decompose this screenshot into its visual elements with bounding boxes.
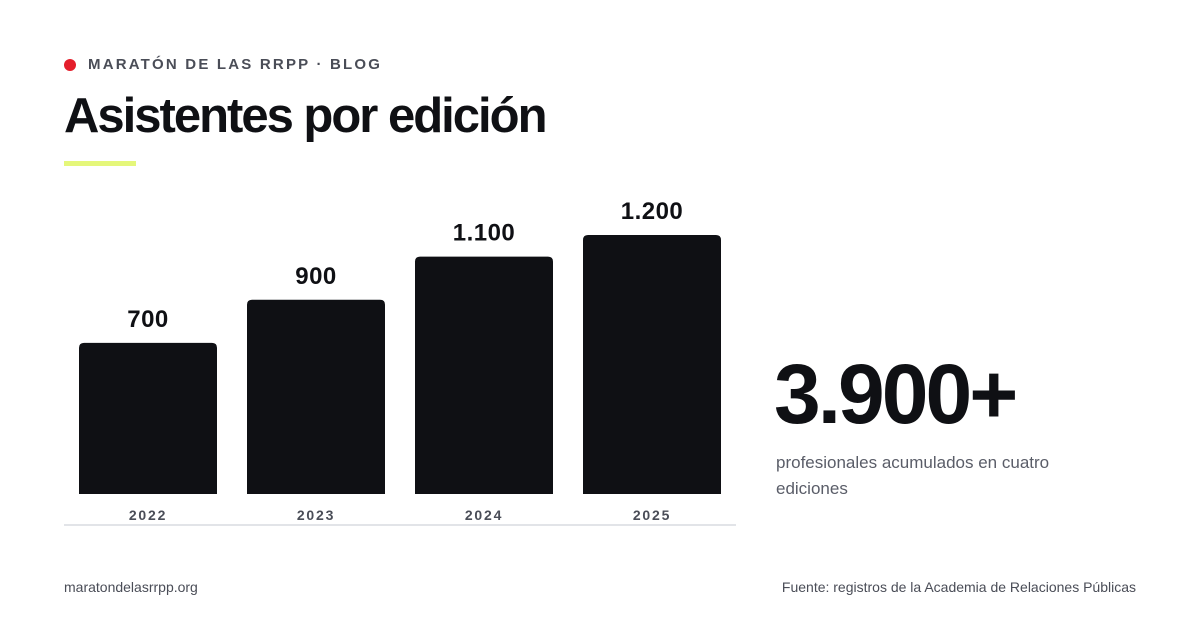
footer-site: maratondelasrrpp.org [64,579,198,595]
value-label-2023: 900 [295,263,337,290]
tick-label-2024: 2024 [465,507,503,523]
tick-label-2025: 2025 [633,507,671,523]
page-title: Asistentes por edición [64,89,548,143]
bar-2025 [583,235,721,494]
stat-value: 3.900+ [774,347,1018,441]
bar-2022 [79,342,217,494]
red-dot-icon [64,58,76,71]
tick-label-2023: 2023 [297,507,335,523]
eyebrow: MARATÓN DE LAS RRPP · BLOG [64,56,382,73]
title-accent-underline [64,161,136,166]
bar-2023 [247,299,385,494]
footer-source: Fuente: registros de la Academia de Rela… [781,579,1136,595]
value-label-2025: 1.200 [621,198,684,225]
eyebrow-text: MARATÓN DE LAS RRPP · BLOG [88,56,383,73]
value-label-2024: 1.100 [453,220,516,247]
bar-2024 [415,256,553,494]
tick-label-2022: 2022 [129,507,167,523]
stat-caption: profesionales acumulados en cuatro edici… [776,453,1050,498]
value-label-2022: 700 [127,306,169,333]
